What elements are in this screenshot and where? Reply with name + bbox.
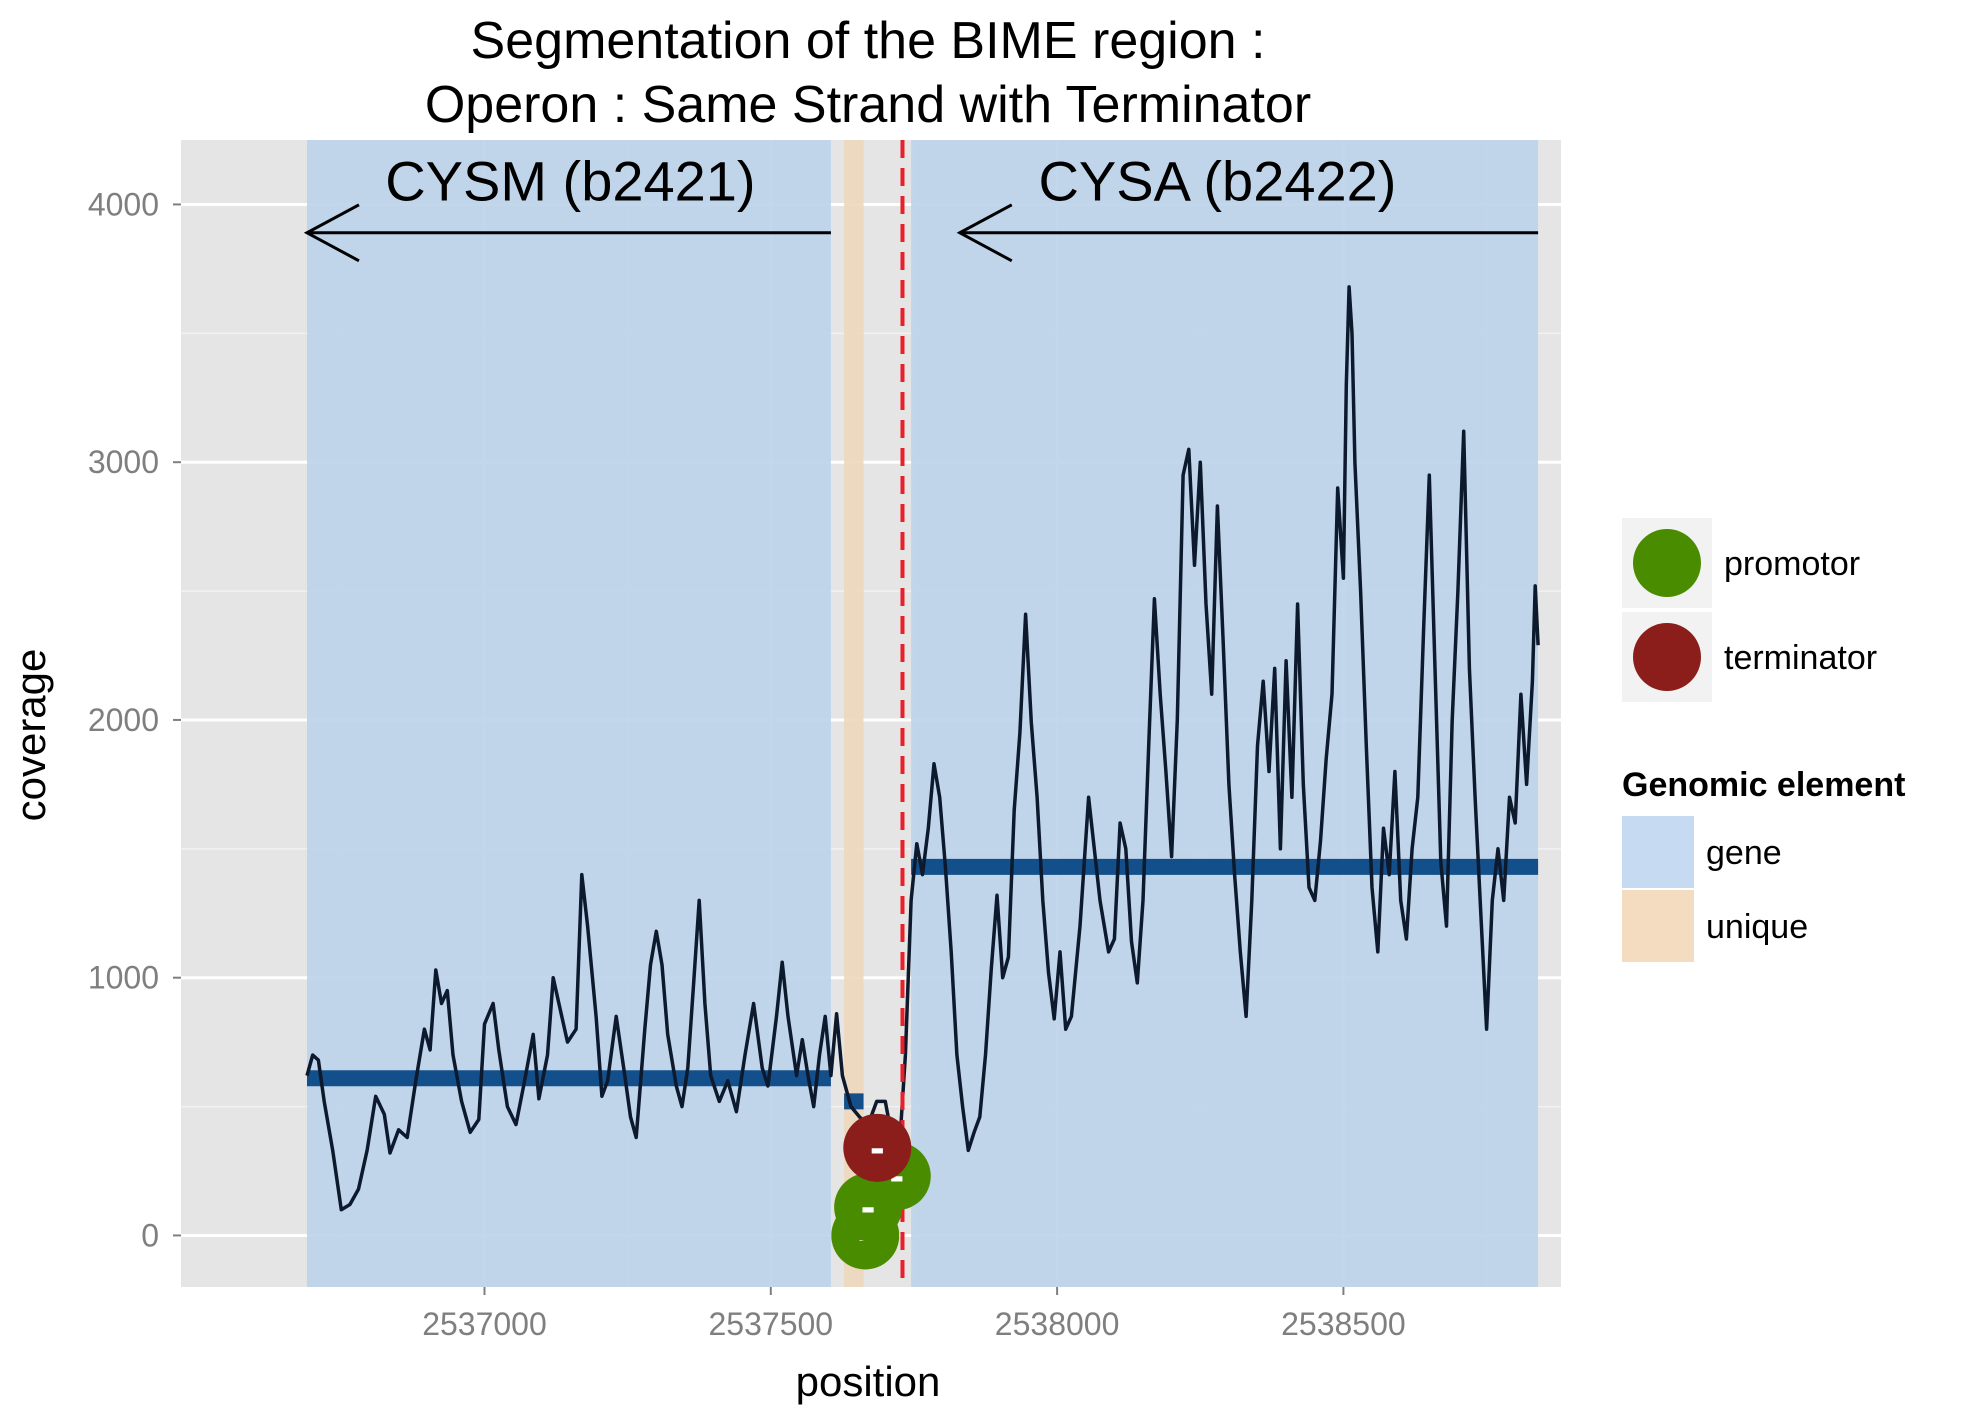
legend-label-promotor: promotor [1724,545,1860,583]
legend-swatch-gene [1622,816,1694,888]
plot-panel: CYSM (b2421)CYSA (b2422)---- [181,140,1561,1287]
y-axis-title: coverage [7,649,54,822]
y-tick-label: 2000 [88,702,159,738]
gene-label: CYSA (b2422) [1038,150,1396,213]
x-tick-label: 2538000 [995,1306,1120,1342]
x-axis-title: position [796,1358,941,1405]
y-tick-label: 3000 [88,444,159,480]
chart-title-line-1: Segmentation of the BIME region : [471,12,1266,70]
axes: 2537000 2537500 2538000 2538500 0 1000 2000 300… [88,186,1406,1342]
legend-swatch-unique [1622,890,1694,962]
terminator-strand-label: - [870,1123,885,1172]
terminator-point [843,1113,912,1182]
x-tick-label: 2537500 [709,1306,834,1342]
y-tick-label: 1000 [88,960,159,996]
gene-label: CYSM (b2421) [385,150,755,213]
legend: promotor terminator Genomic element gene uni… [1622,518,1905,962]
legend-label-terminator: terminator [1724,639,1877,677]
x-tick-label: 2537000 [422,1306,547,1342]
y-tick-label: 4000 [88,186,159,222]
chart-title-line-2: Operon : Same Strand with Terminator [425,76,1311,134]
x-tick-label: 2538500 [1281,1306,1406,1342]
region-unique [844,140,864,1287]
region-gene [306,140,831,1287]
legend-title: Genomic element [1622,766,1905,804]
legend-label-unique: unique [1706,908,1808,946]
y-tick-label: 0 [141,1217,159,1253]
legend-label-gene: gene [1706,834,1782,872]
chart-title: Segmentation of the BIME region : Operon… [425,12,1311,134]
gene-arrow-head [956,203,1013,263]
legend-swatch-terminator [1633,623,1701,691]
legend-swatch-promotor [1633,529,1701,597]
coverage-line [305,285,1540,1212]
gene-arrow-head [303,203,360,263]
